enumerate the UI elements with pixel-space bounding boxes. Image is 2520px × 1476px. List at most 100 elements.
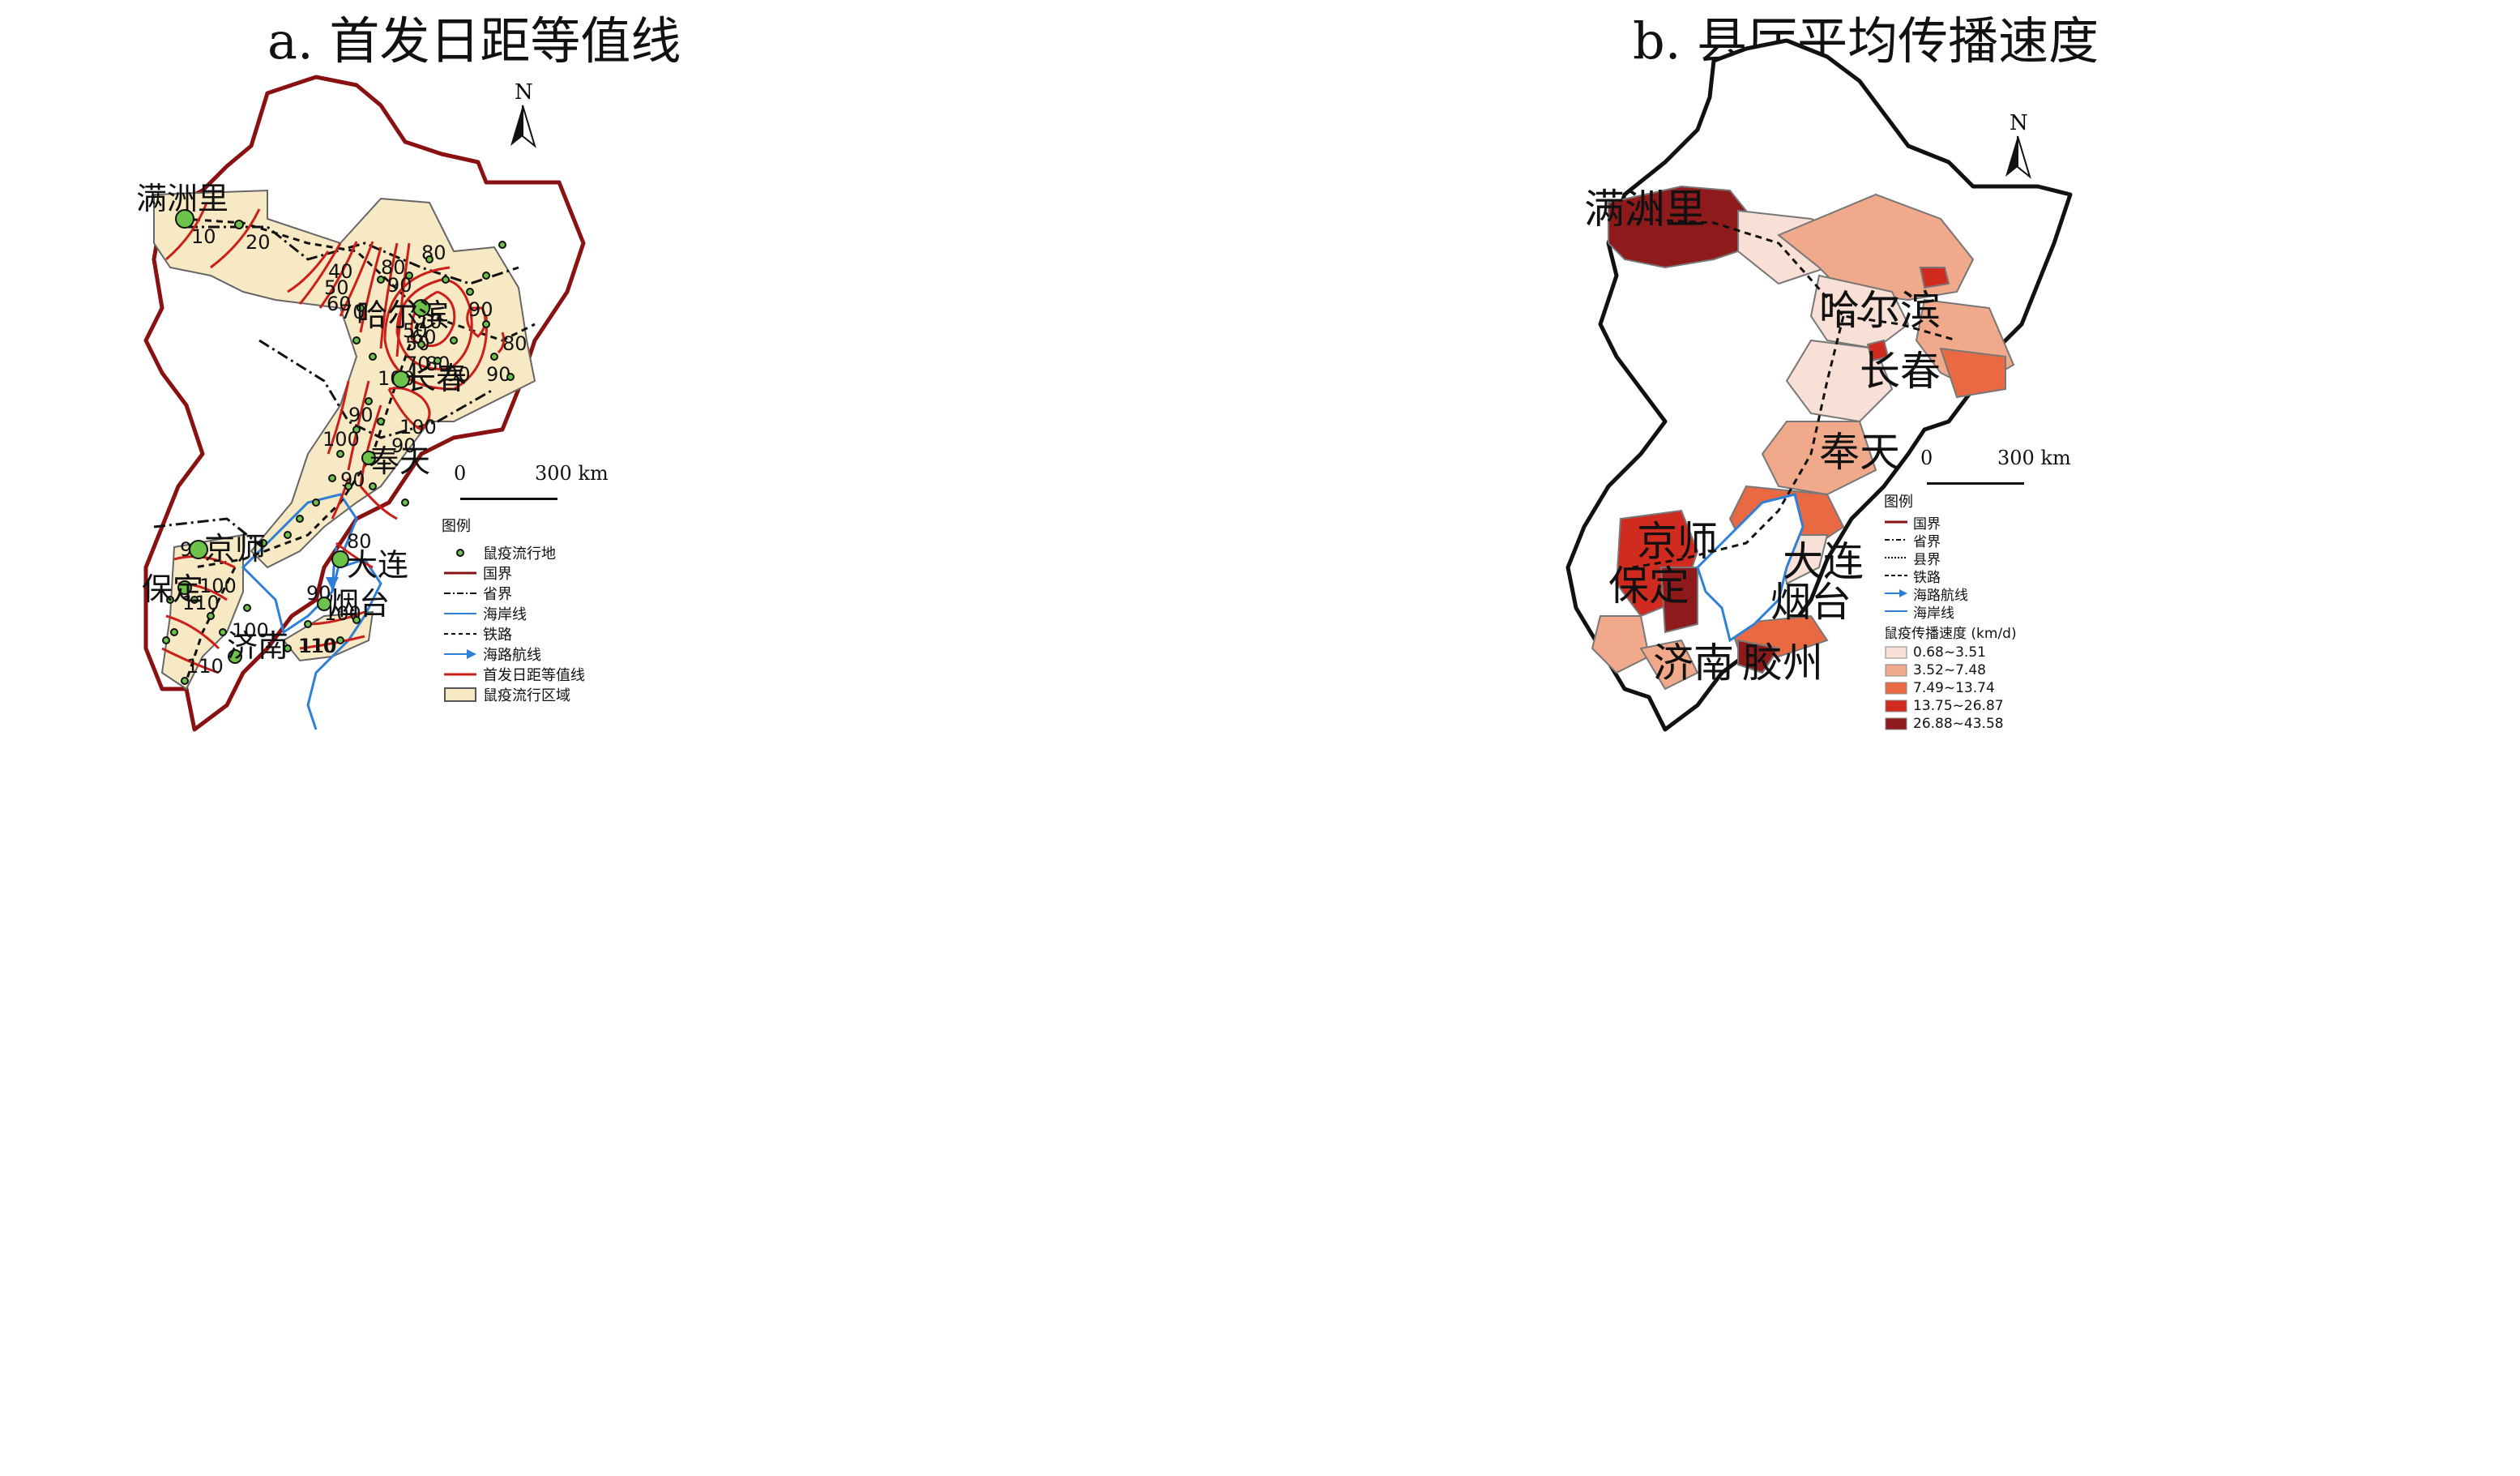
contour-label: 20 <box>246 231 271 254</box>
contour-label: 80 <box>502 332 527 355</box>
legend-class-4: 26.88~43.58 <box>1884 715 2017 733</box>
provincial-border-line-icon <box>1884 528 1908 552</box>
contour-label: 90 <box>348 404 374 426</box>
plague-site-dot-icon <box>442 537 478 569</box>
panel-b-title: b. 县厅平均传播速度 <box>1633 11 2099 71</box>
provincial-border-line-icon <box>442 577 478 610</box>
place-jingshi: 京师 <box>204 531 266 567</box>
place-fengtian: 奉天 <box>369 443 430 479</box>
legend-title: 图例 <box>1884 494 1913 511</box>
railway <box>1632 217 1958 569</box>
legend-item-national-border: 国界 <box>442 563 585 583</box>
contour-label: 90 <box>468 298 493 321</box>
legend-class-3: 13.75~26.87 <box>1884 697 2017 715</box>
legend-item-national-border: 国界 <box>1884 510 2017 534</box>
contour-label: 110 <box>300 635 337 657</box>
place-jinan: 济南 <box>227 628 288 664</box>
county-baoding <box>1659 567 1698 634</box>
place-jingshi: 京师 <box>1637 518 1718 565</box>
national-border-line-icon <box>1884 510 1908 534</box>
provincial-border-2 <box>258 339 495 439</box>
legend-item-coastline: 海岸线 <box>442 603 585 623</box>
contour-label: 110 <box>298 635 335 657</box>
panel-b-map: 满洲里 哈尔滨 长春 奉天 京师 大连 保定 烟台 济南 胶州 <box>1565 38 2073 732</box>
legend-title: 图例 <box>442 518 471 535</box>
contour-label: 80 <box>421 242 446 264</box>
place-harbin: 哈尔滨 <box>357 297 449 333</box>
county-jiaozhou <box>1737 639 1780 674</box>
contour-label: 90 <box>486 363 511 386</box>
plague-sites <box>162 209 515 685</box>
class-label: 7.49~13.74 <box>1913 680 1995 696</box>
scalebar-a: 0 300 km <box>454 462 616 509</box>
class-label: 26.88~43.58 <box>1913 716 2004 732</box>
place-jinan: 济南 <box>1653 640 1734 687</box>
north-arrow-a: N <box>502 80 543 154</box>
place-dalian: 大连 <box>347 547 408 583</box>
north-label: N <box>515 81 533 105</box>
place-fengtian: 奉天 <box>1819 429 1900 476</box>
county-red-small <box>1919 267 1950 289</box>
contour-label: 100 <box>199 575 237 597</box>
contour-label: 90 <box>446 363 471 386</box>
place-changchun: 长春 <box>1860 348 1941 395</box>
contour-label: 40 <box>328 260 353 283</box>
place-baoding: 保定 <box>1608 563 1689 610</box>
place-harbin: 哈尔滨 <box>1819 287 1941 334</box>
legend-item-epidemic-area: 鼠疫流行区域 <box>442 684 585 704</box>
place-manzhouli: 满洲里 <box>136 181 229 216</box>
county-east-red <box>1939 347 2006 399</box>
panel-a-map: 10 20 40 50 60 70 80 90 50 10 50 60 70 8… <box>136 75 586 732</box>
contour-label: 80 <box>381 256 406 279</box>
scale-max: 300 km <box>1997 447 2071 469</box>
legend-item-provincial-border: 省界 <box>1884 528 2017 552</box>
contour-label: 100 <box>232 619 269 642</box>
panel-a-isoline-map: a. 首发日距等值线 <box>136 11 681 732</box>
panel-a-title: a. 首发日距等值线 <box>267 11 681 71</box>
legend-item-provincial-border: 省界 <box>442 583 585 603</box>
class-swatch <box>1884 694 1908 718</box>
panel-b-speed-map: b. 县厅平均传播速度 <box>1260 0 2520 1476</box>
scalebar-b: 0 300 km <box>1920 447 2099 490</box>
counties <box>1591 185 2015 691</box>
sea-route-arrow-icon <box>442 638 478 670</box>
sea-route-arrow-icon <box>1884 581 1908 605</box>
class-swatch <box>1884 676 1908 700</box>
provincial-border-3 <box>153 517 268 553</box>
legend-item-railway: 铁路 <box>442 623 585 644</box>
place-dalian: 大连 <box>1783 538 1864 585</box>
coastline <box>1696 493 1805 643</box>
contour-label: 100 <box>399 416 437 439</box>
class-swatch <box>1884 658 1908 682</box>
contour-label: 90 <box>340 468 365 491</box>
contour-label: 110 <box>186 655 224 678</box>
contour-label: 110 <box>182 592 220 614</box>
class-label: 3.52~7.48 <box>1913 662 1986 678</box>
contour-label: 70 <box>405 353 430 375</box>
county-border-line-icon <box>1884 545 1908 570</box>
legend-class-1: 3.52~7.48 <box>1884 661 2017 679</box>
contour-label: 80 <box>347 530 372 553</box>
sea-route-arrow <box>326 577 339 590</box>
legend-b: 图例 国界 省界 县界 铁路 海路航线 海岸线 鼠疫传播速度 (km/d) 0.… <box>1884 490 2017 733</box>
railway-line-icon <box>1884 563 1908 588</box>
railway-line-icon <box>442 618 478 650</box>
place-manzhouli: 满洲里 <box>1584 186 1706 233</box>
class-label: 13.75~26.87 <box>1913 698 2004 714</box>
class-swatch <box>1884 640 1908 665</box>
legend-item-railway: 铁路 <box>1884 567 2017 586</box>
class-label: 0.68~3.51 <box>1913 644 1986 661</box>
county-jinan <box>1639 639 1699 691</box>
contour-label: 50 <box>403 319 428 342</box>
place-yantai: 烟台 <box>328 586 390 622</box>
legend-class-0: 0.68~3.51 <box>1884 644 2017 661</box>
contour-label: 10 <box>191 225 216 248</box>
legend-item-plague-site: 鼠疫流行地 <box>442 542 585 563</box>
legend-item-sea-route: 海路航线 <box>442 644 585 664</box>
north-label: N <box>2010 112 2028 135</box>
county-manzhouli <box>1608 185 1748 269</box>
scale-max: 300 km <box>535 462 609 485</box>
national-border-line-icon <box>442 557 478 589</box>
county-hebei-2 <box>1591 615 1651 674</box>
epidemic-area-fill-icon <box>442 678 478 711</box>
